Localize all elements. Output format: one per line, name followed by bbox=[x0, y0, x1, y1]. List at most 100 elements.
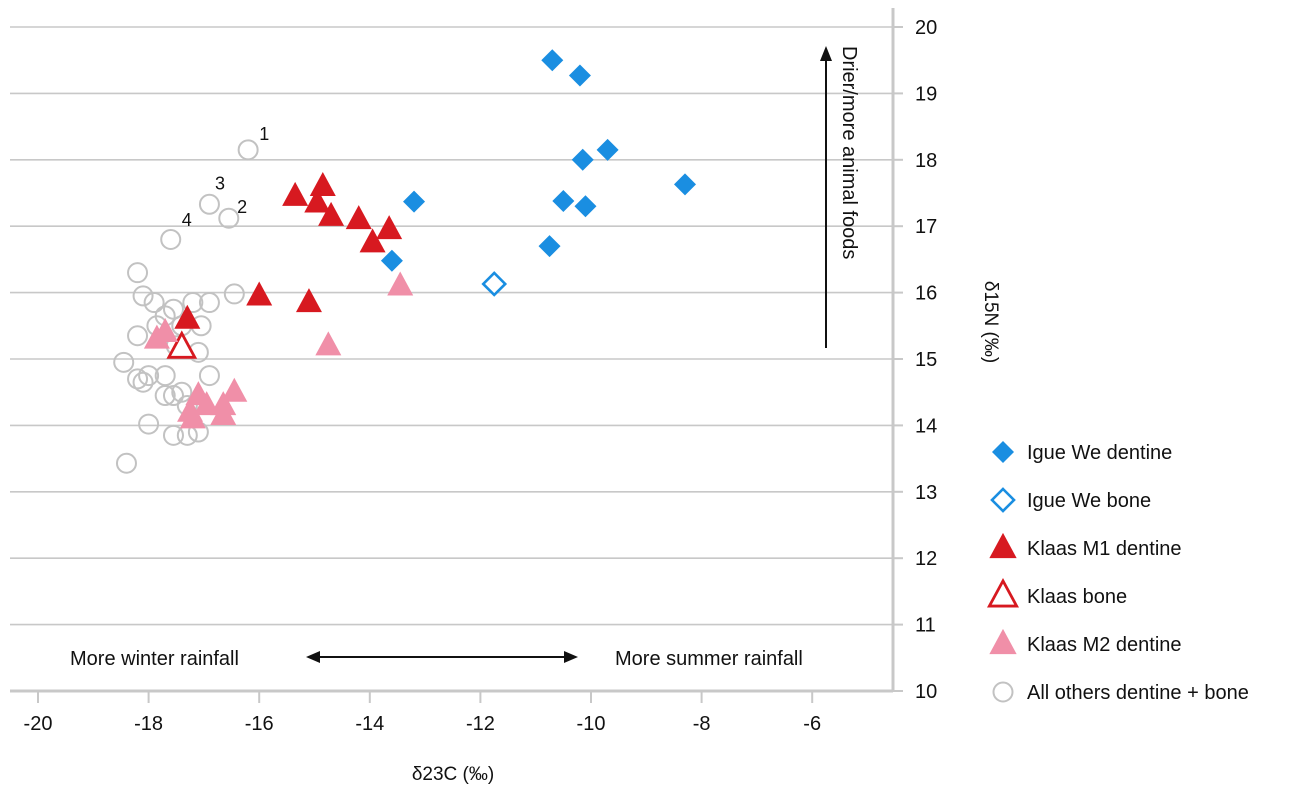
data-point bbox=[380, 249, 403, 272]
data-point bbox=[127, 325, 149, 347]
data-point bbox=[246, 281, 273, 306]
data-point bbox=[568, 64, 591, 87]
legend-label: Klaas M1 dentine bbox=[1027, 538, 1182, 560]
data-point bbox=[174, 304, 201, 329]
x-tick-label: -10 bbox=[577, 713, 606, 735]
legend-label: Igue We bone bbox=[1027, 490, 1151, 512]
legend: Igue We dentine Igue We bone Klaas M1 dent… bbox=[986, 441, 1249, 704]
legend-label: Igue We dentine bbox=[1027, 442, 1172, 464]
legend-marker bbox=[989, 628, 1017, 655]
data-point bbox=[223, 283, 245, 305]
x-tick-label: -14 bbox=[355, 713, 384, 735]
data-point bbox=[387, 271, 414, 296]
y-tick-label: 19 bbox=[915, 83, 937, 105]
data-point bbox=[295, 288, 322, 313]
x-tick-label: -20 bbox=[24, 713, 53, 735]
data-point bbox=[113, 351, 135, 373]
x-tick-labels: -20 -18 -16 -14 -12 -10 -8 -6 bbox=[24, 691, 821, 735]
data-point bbox=[596, 138, 619, 161]
y-tick-label: 13 bbox=[915, 482, 937, 504]
arrowhead-up bbox=[820, 46, 832, 61]
y-tick-label: 15 bbox=[915, 349, 937, 371]
annotation-summer: More summer rainfall bbox=[615, 648, 803, 670]
data-point bbox=[210, 401, 237, 426]
data-point bbox=[154, 385, 176, 407]
legend-marker bbox=[992, 441, 1014, 463]
data-point bbox=[179, 404, 206, 429]
data-point bbox=[359, 228, 386, 253]
data-point bbox=[538, 235, 561, 258]
data-point bbox=[309, 171, 336, 196]
x-tick-label: -6 bbox=[803, 713, 821, 735]
data-point bbox=[315, 331, 342, 356]
data-point bbox=[571, 148, 594, 171]
data-point bbox=[237, 139, 259, 161]
x-tick-label: -18 bbox=[134, 713, 163, 735]
legend-label: Klaas bone bbox=[1027, 586, 1127, 608]
x-tick-label: -8 bbox=[693, 713, 711, 735]
data-point bbox=[171, 381, 193, 403]
data-point bbox=[345, 205, 372, 230]
data-point bbox=[193, 391, 220, 416]
data-point bbox=[574, 195, 597, 218]
y-tick-label: 12 bbox=[915, 548, 937, 570]
data-point bbox=[143, 292, 165, 314]
x-axis-title: δ23C (‰) bbox=[412, 764, 494, 785]
y-tick-label: 18 bbox=[915, 150, 937, 172]
point-label: 2 bbox=[237, 197, 247, 217]
data-point bbox=[282, 181, 309, 206]
data-point bbox=[674, 173, 697, 196]
y-tick-label: 14 bbox=[915, 415, 937, 437]
data-point bbox=[127, 368, 149, 390]
data-point bbox=[552, 189, 575, 212]
data-point bbox=[376, 215, 403, 240]
y-tick-label: 11 bbox=[915, 615, 936, 637]
annotations: More winter rainfall More summer rainfal… bbox=[70, 46, 860, 670]
data-point bbox=[198, 292, 220, 314]
y-tick-label: 16 bbox=[915, 283, 937, 305]
data-point bbox=[403, 190, 426, 213]
data-point bbox=[318, 201, 345, 226]
data-point bbox=[160, 228, 182, 250]
y-tick-labels: 10 11 12 13 14 15 16 17 18 19 20 bbox=[893, 17, 937, 703]
data-point bbox=[115, 452, 137, 474]
y-tick-label: 20 bbox=[915, 17, 937, 39]
data-point bbox=[138, 365, 160, 387]
data-point bbox=[143, 324, 170, 349]
data-point bbox=[138, 413, 160, 435]
data-point bbox=[218, 207, 240, 229]
data-point bbox=[198, 365, 220, 387]
annotation-vertical: Drier/more animal foods bbox=[838, 46, 860, 259]
legend-marker bbox=[989, 532, 1017, 559]
data-point bbox=[481, 271, 508, 297]
point-label: 3 bbox=[215, 174, 225, 194]
grid-lines bbox=[10, 26, 893, 626]
point-labels: 1 23 4 bbox=[182, 124, 269, 230]
arrowhead-left bbox=[306, 651, 320, 663]
point-label: 4 bbox=[182, 210, 192, 230]
x-tick-label: -16 bbox=[245, 713, 274, 735]
data-point bbox=[221, 377, 248, 402]
x-tick-label: -12 bbox=[466, 713, 495, 735]
legend-marker bbox=[986, 577, 1020, 608]
legend-label: All others dentine + bone bbox=[1027, 682, 1249, 704]
arrowhead-right bbox=[564, 651, 578, 663]
data-point bbox=[127, 262, 149, 284]
legend-label: Klaas M2 dentine bbox=[1027, 634, 1182, 656]
point-label: 1 bbox=[259, 124, 269, 144]
data-point bbox=[132, 285, 154, 307]
y-tick-label: 10 bbox=[915, 681, 937, 703]
data-point bbox=[166, 330, 198, 359]
data-points bbox=[113, 49, 697, 474]
data-point bbox=[182, 292, 204, 314]
legend-marker bbox=[990, 487, 1016, 513]
data-point bbox=[304, 188, 331, 213]
axes bbox=[10, 8, 895, 693]
y-axis-title: δ15N (‰) bbox=[980, 281, 1001, 363]
data-point bbox=[176, 424, 198, 446]
annotation-winter: More winter rainfall bbox=[70, 648, 239, 670]
data-point bbox=[162, 424, 184, 446]
data-point bbox=[198, 193, 220, 215]
y-tick-label: 17 bbox=[915, 216, 937, 238]
